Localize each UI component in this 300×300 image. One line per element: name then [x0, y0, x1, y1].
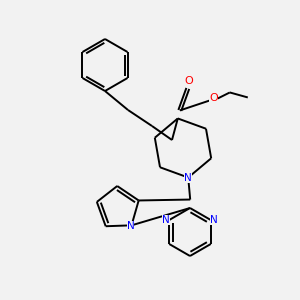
Text: O: O [184, 76, 193, 86]
Text: N: N [210, 215, 218, 225]
Text: N: N [184, 172, 192, 182]
Text: N: N [127, 221, 134, 231]
Text: N: N [162, 215, 170, 225]
Text: O: O [209, 94, 218, 103]
